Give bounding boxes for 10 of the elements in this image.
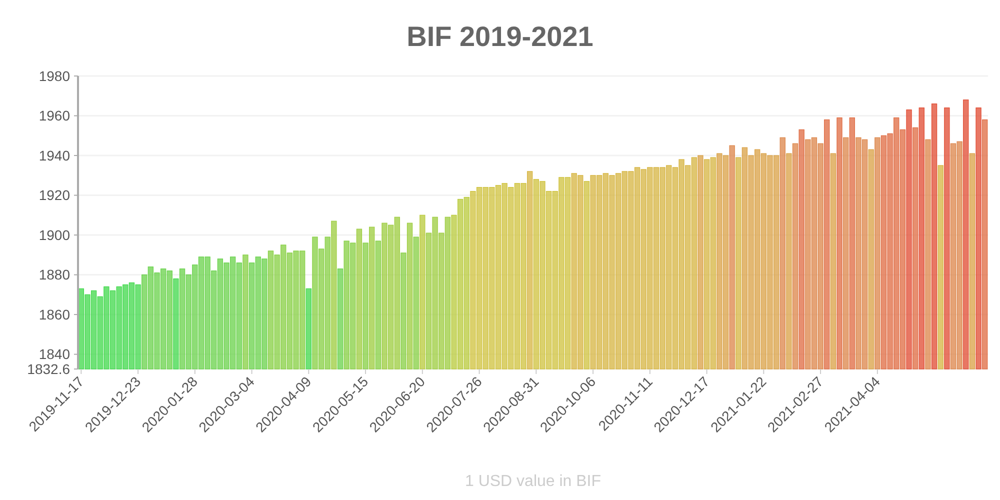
y-tick-label: 1840 <box>38 346 70 362</box>
y-tick-label: 1980 <box>38 68 70 84</box>
y-tick-label: 1880 <box>38 266 70 283</box>
y-tick-label: 1860 <box>38 306 70 322</box>
y-tick-label: 1940 <box>38 147 70 164</box>
y-tick-label: 1960 <box>38 108 70 124</box>
y-tick-label: 1900 <box>38 226 70 243</box>
y-tick-label: 1920 <box>38 187 70 204</box>
y-tick-label: 1832.6 <box>27 360 70 377</box>
chart-title: BIF 2019-2021 <box>406 21 594 52</box>
